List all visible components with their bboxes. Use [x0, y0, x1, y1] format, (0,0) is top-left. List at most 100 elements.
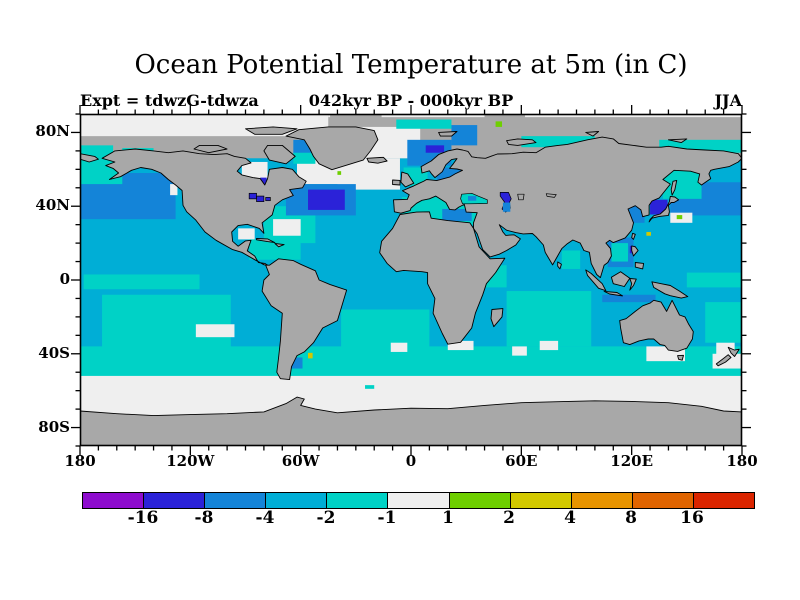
land-polygon — [379, 211, 506, 345]
x-tick-label: 180 — [726, 452, 758, 470]
land-polygon — [285, 126, 379, 171]
land-polygon — [631, 245, 639, 257]
colorbar-segment — [388, 493, 450, 508]
land-polygon — [715, 354, 732, 367]
land-polygon — [256, 238, 276, 244]
ocean-region — [646, 232, 651, 236]
lake-region — [256, 195, 265, 202]
ocean-region — [238, 228, 255, 240]
land-polygon — [274, 243, 285, 248]
land-polygon — [392, 179, 401, 186]
land-polygon — [438, 131, 458, 137]
colorbar-tick-label: 16 — [680, 508, 704, 528]
x-tick-label: 180 — [64, 452, 96, 470]
y-tick-label: 40S — [38, 343, 70, 362]
ocean-region — [390, 342, 408, 352]
colorbar-tick-label: -16 — [127, 508, 159, 528]
colorbar-segment — [510, 493, 572, 508]
colorbar-tick-label: 1 — [442, 508, 454, 528]
ocean-region — [512, 346, 527, 356]
lake-region — [517, 193, 525, 201]
ocean-region — [447, 340, 474, 351]
colorbar-tick-label: 4 — [564, 508, 576, 528]
colorbar-tick-label: -2 — [316, 508, 336, 528]
colorbar-segment — [693, 493, 755, 508]
lake-region — [265, 197, 271, 202]
ocean-region — [705, 302, 742, 343]
y-tick-label: 80N — [35, 122, 70, 141]
lake-region — [502, 202, 511, 212]
ocean-region — [425, 145, 445, 153]
y-tick-label: 40N — [35, 196, 70, 215]
ocean-region — [451, 125, 478, 146]
land-polygon — [610, 271, 631, 287]
x-tick-label: 60E — [505, 452, 538, 470]
colorbar — [82, 492, 755, 509]
ocean-region — [328, 114, 742, 118]
ocean-region — [396, 119, 452, 129]
land-polygon — [585, 269, 607, 292]
colorbar-tick-label: -8 — [194, 508, 214, 528]
colorbar-tick-label: 8 — [625, 508, 637, 528]
ocean-region — [484, 114, 526, 120]
ocean-region — [83, 274, 200, 290]
ocean-region — [365, 385, 375, 389]
land-polygon — [245, 126, 298, 135]
ocean-region — [337, 171, 342, 175]
land-polygon — [670, 179, 678, 196]
ocean-region — [308, 189, 345, 210]
colorbar-segment — [449, 493, 511, 508]
ocean-region — [341, 309, 430, 363]
land-polygon — [631, 232, 636, 240]
colorbar-segment — [144, 493, 206, 508]
ocean-region — [241, 161, 268, 179]
land-polygon — [603, 290, 623, 297]
ocean-region — [102, 294, 231, 351]
subtitle-experiment: Expt = tdwzG-tdwza — [80, 91, 259, 110]
colorbar-tick-label: 2 — [503, 508, 515, 528]
map-canvas — [71, 105, 751, 455]
colorbar-segment — [83, 493, 145, 508]
ocean-region — [308, 352, 313, 359]
ocean-region — [506, 291, 592, 347]
y-tick-label: 80S — [38, 417, 70, 436]
lake-region — [545, 193, 557, 198]
land-polygon — [80, 153, 99, 163]
ocean-region — [442, 208, 472, 221]
plot-title: Ocean Potential Temperature at 5m (in C) — [134, 50, 688, 80]
lake-region — [468, 196, 477, 201]
ocean-region — [539, 340, 559, 351]
x-tick-label: 120E — [610, 452, 654, 470]
ocean-region — [521, 136, 595, 148]
land-polygon — [727, 346, 740, 357]
colorbar-segment — [571, 493, 633, 508]
plot-border — [79, 113, 743, 447]
map-layer — [80, 114, 742, 446]
subtitle-season: JJA — [714, 91, 742, 110]
land-polygon — [80, 396, 742, 446]
colorbar-segment — [327, 493, 389, 508]
land-polygon — [400, 171, 415, 188]
lake-region — [248, 192, 257, 200]
land-polygon — [648, 195, 680, 223]
land-polygon — [506, 138, 537, 146]
ocean-region — [495, 121, 503, 127]
land-polygon — [366, 156, 388, 164]
land-polygon — [651, 281, 689, 299]
ocean-region — [260, 177, 267, 186]
ocean-region — [676, 215, 683, 220]
colorbar-tick-label: -4 — [255, 508, 275, 528]
land-polygon — [667, 138, 688, 144]
land-polygon — [677, 354, 684, 361]
ocean-region — [716, 342, 735, 356]
ocean-region — [330, 114, 382, 122]
colorbar-segment — [205, 493, 267, 508]
x-tick-label: 0 — [405, 452, 417, 470]
y-tick-label: 0 — [59, 270, 70, 288]
land-polygon — [634, 262, 645, 270]
land-polygon — [261, 258, 348, 381]
ocean-region — [249, 239, 301, 260]
subtitle-period: 042kyr BP - 000kyr BP — [308, 91, 514, 110]
land-polygon — [393, 136, 742, 279]
